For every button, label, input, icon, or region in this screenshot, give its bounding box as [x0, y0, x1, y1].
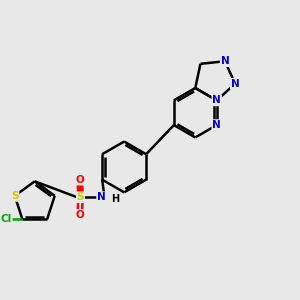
Text: S: S [77, 192, 84, 202]
Text: O: O [75, 210, 84, 220]
Text: N: N [212, 95, 221, 105]
Text: H: H [111, 194, 119, 204]
Text: O: O [75, 175, 84, 184]
Text: S: S [11, 191, 19, 201]
Text: N: N [221, 56, 230, 66]
Text: N: N [97, 192, 106, 202]
Text: N: N [212, 120, 221, 130]
Text: N: N [231, 79, 239, 89]
Text: Cl: Cl [1, 214, 12, 224]
